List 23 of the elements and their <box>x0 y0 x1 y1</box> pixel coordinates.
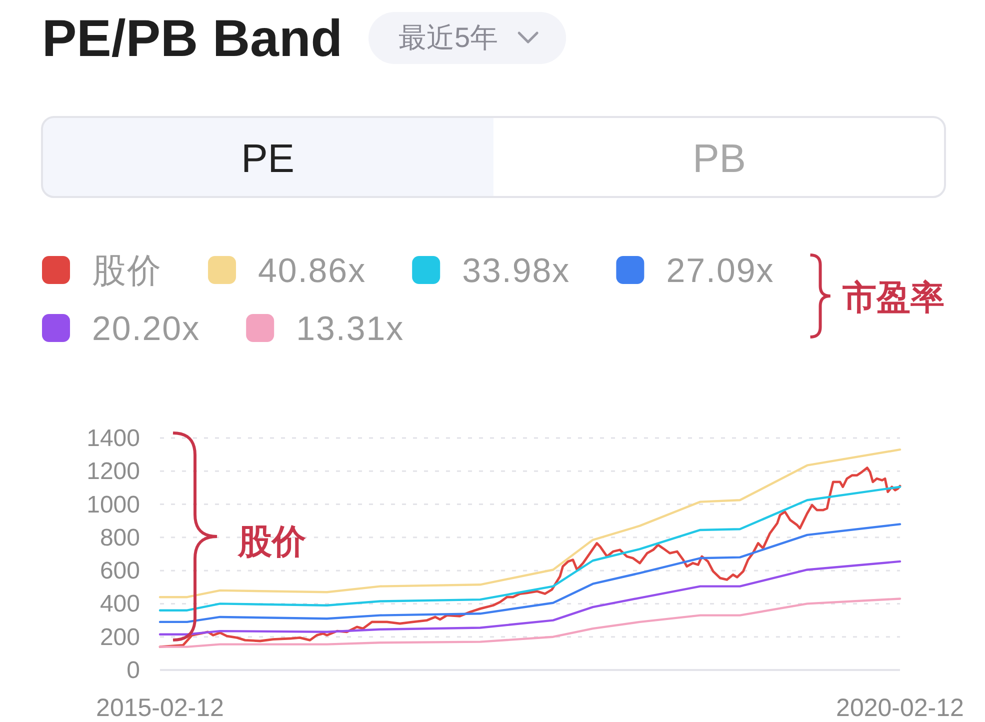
tab-selected: PE <box>42 117 494 197</box>
annotation: 市盈率 <box>842 279 944 317</box>
x-tick-label: 2015-02-12 <box>96 694 224 722</box>
y-tick-label: 1000 <box>86 491 140 518</box>
period-selector: 最近5年 <box>368 12 566 64</box>
legend-label: 13.31x <box>296 310 404 348</box>
legend-label: 33.98x <box>462 252 570 290</box>
y-tick-label: 800 <box>100 524 140 552</box>
y-tick-label: 400 <box>100 590 140 618</box>
tab-label: PB <box>692 137 746 181</box>
y-tick-label: 600 <box>100 558 140 585</box>
annotation: 股价 <box>238 523 306 561</box>
y-tick-label: 1200 <box>86 458 140 486</box>
legend-label: 27.09x <box>666 252 774 290</box>
legend-label: 股价 <box>92 252 162 290</box>
chart-subtitle: 最近5年 <box>398 22 498 53</box>
x-tick-label: 2020-02-12 <box>836 694 964 722</box>
chart-title: PE/PB Band <box>42 10 342 68</box>
y-tick-label: 0 <box>126 657 140 684</box>
y-tick-label: 200 <box>100 624 140 651</box>
y-tick-label: 1400 <box>86 425 140 452</box>
legend-label: 40.86x <box>258 252 366 290</box>
legend-label: 20.20x <box>92 310 200 348</box>
